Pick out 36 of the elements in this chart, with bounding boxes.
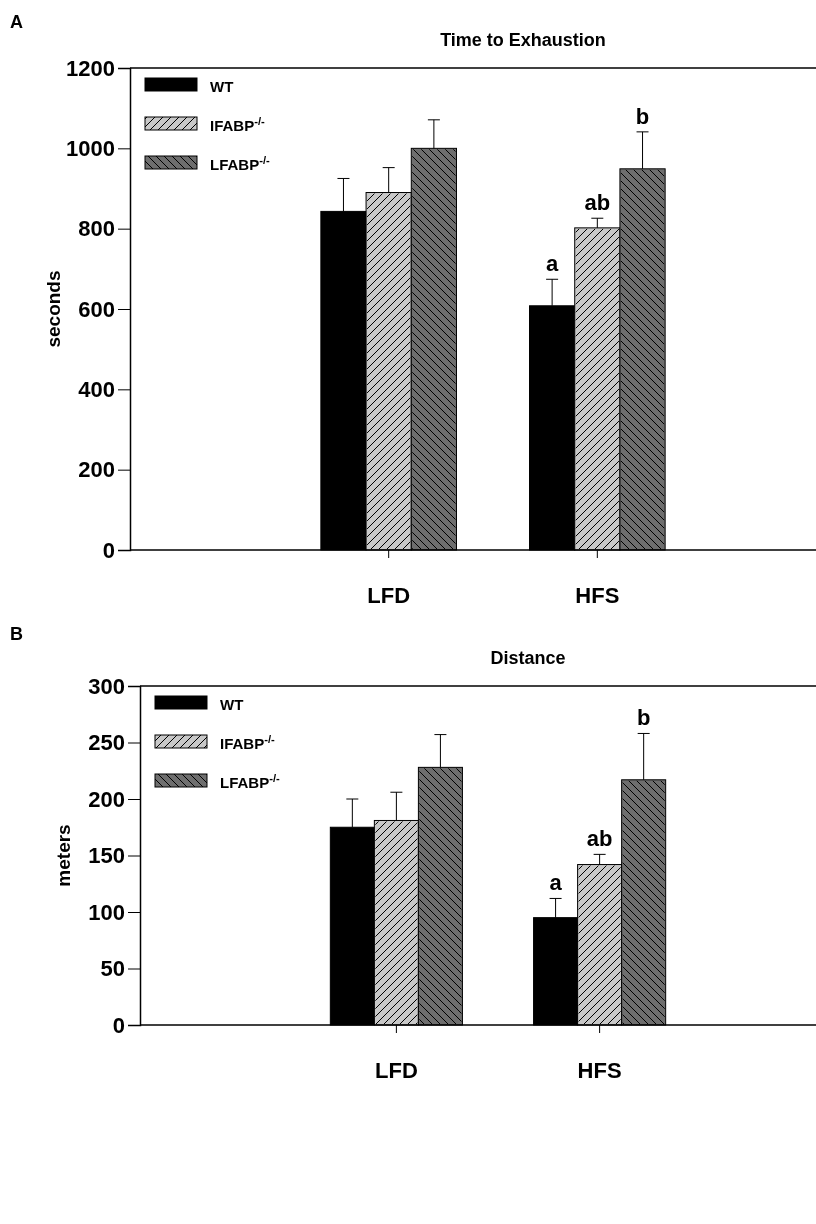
y-tick-label: 200 xyxy=(88,786,125,812)
y-axis-title: meters xyxy=(53,824,74,887)
legend-label: IFABP$^{-/-}$ xyxy=(220,733,276,752)
legend-label: WT xyxy=(220,696,244,713)
y-tick-label: 200 xyxy=(78,457,115,483)
legend-label: LFABP$^{-/-}$ xyxy=(210,154,271,173)
annotation: ab xyxy=(586,826,613,852)
y-tick-label: 0 xyxy=(102,537,115,563)
chart-title: Time to Exhaustion xyxy=(440,30,606,50)
y-tick-label: 0 xyxy=(112,1012,125,1038)
y-tick-label: 800 xyxy=(78,216,115,242)
chart-title: Distance xyxy=(490,648,566,668)
annotation: b xyxy=(635,103,650,129)
annotation: a xyxy=(549,870,563,896)
y-tick-label: 600 xyxy=(78,296,115,322)
y-tick-label: 150 xyxy=(88,843,125,869)
y-tick-label: 50 xyxy=(100,956,125,982)
y-tick-label: 300 xyxy=(88,673,125,699)
y-tick-label: 1000 xyxy=(66,135,115,161)
y-axis-title: seconds xyxy=(43,270,64,348)
annotation: a xyxy=(545,251,559,277)
y-tick-label: 1200 xyxy=(66,55,115,81)
text: A xyxy=(10,12,23,32)
x-tick-label: HFS xyxy=(575,582,620,608)
x-tick-label: HFS xyxy=(577,1057,622,1083)
annotation: ab xyxy=(584,190,611,216)
annotation: b xyxy=(636,705,651,731)
x-tick-label: LFD xyxy=(367,582,411,608)
x-tick-label: LFD xyxy=(375,1057,418,1083)
y-tick-label: 100 xyxy=(88,899,125,925)
y-tick-label: 400 xyxy=(78,376,115,402)
legend-label: IFABP$^{-/-}$ xyxy=(210,115,266,134)
y-tick-label: 250 xyxy=(88,730,125,756)
legend-label: LFABP$^{-/-}$ xyxy=(220,772,281,791)
legend-label: WT xyxy=(210,78,234,95)
text: B xyxy=(10,624,23,644)
